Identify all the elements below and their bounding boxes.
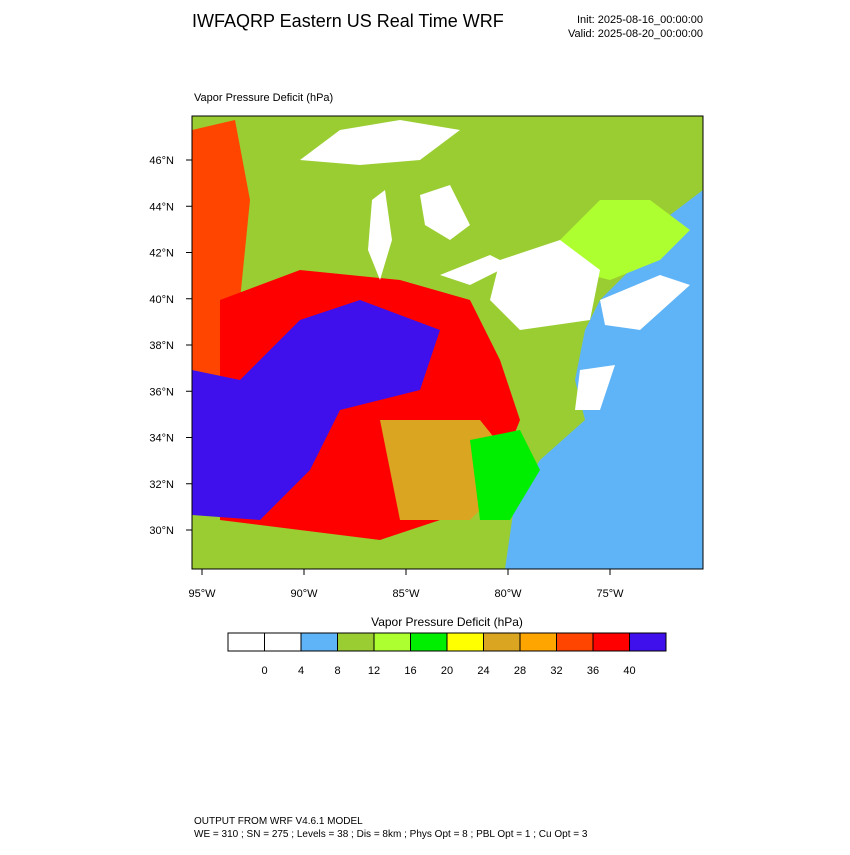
colorbar-box: [556, 632, 594, 652]
offshore-low: [600, 275, 690, 330]
lat-label: 34°N: [149, 433, 174, 445]
colorbar-box: [592, 632, 630, 652]
lake-erie: [440, 255, 510, 285]
map: [191, 115, 704, 570]
lake-michigan: [368, 190, 392, 280]
footer-line: WE = 310 ; SN = 275 ; Levels = 38 ; Dis …: [194, 829, 588, 840]
colorbar-box: [629, 632, 667, 652]
lat-label: 44°N: [149, 201, 174, 213]
colorbar-label: 4: [298, 665, 304, 677]
lon-label: 80°W: [494, 588, 522, 600]
colorbar-label: 20: [441, 665, 453, 677]
coastal: [470, 430, 540, 520]
map-frame: [191, 115, 704, 570]
northeast: [560, 200, 690, 280]
lat-label: 32°N: [149, 479, 174, 491]
colorbar-box: [337, 632, 375, 652]
colorbar-label: 0: [261, 665, 267, 677]
colorbar-box: [227, 632, 265, 652]
lon-label: 75°W: [596, 588, 624, 600]
low-vpd: [490, 240, 600, 330]
field-label: Vapor Pressure Deficit (hPa): [194, 92, 333, 104]
lat-label: 46°N: [149, 155, 174, 167]
colorbar-title: Vapor Pressure Deficit (hPa): [371, 615, 523, 629]
map-labels: 46°N 44°N 42°N 40°N 38°N 36°N 34°N 32°N 30°N 95°W…: [149, 155, 624, 600]
colorbar-label: 28: [514, 665, 526, 677]
offshore-low: [575, 365, 615, 410]
lat-label: 36°N: [149, 386, 174, 398]
lat-label: 40°N: [149, 294, 174, 306]
colorbar-label: 12: [368, 665, 380, 677]
colorbar-box: [300, 632, 338, 652]
colorbar-label: 8: [334, 665, 340, 677]
lake-huron: [420, 185, 470, 240]
init-time: Init: 2025-08-16_00:00:00: [577, 14, 703, 26]
colorbar-box: [264, 632, 302, 652]
footer-line: OUTPUT FROM WRF V4.6.1 MODEL: [194, 816, 363, 827]
central-max: [192, 300, 440, 520]
colorbar: 0 4 8 12 16 20 24 28 32 36 40: [227, 632, 667, 677]
colorbar-box: [519, 632, 557, 652]
title: IWFAQRP Eastern US Real Time WRF: [192, 11, 504, 31]
colorbar-label: 16: [404, 665, 416, 677]
colorbar-box: [446, 632, 484, 652]
lake-superior: [300, 120, 460, 165]
lat-label: 38°N: [149, 340, 174, 352]
colorbar-box: [373, 632, 411, 652]
lon-label: 85°W: [392, 588, 420, 600]
lat-label: 30°N: [149, 525, 174, 537]
colorbar-label: 32: [550, 665, 562, 677]
colorbar-label: 24: [477, 665, 489, 677]
lat-label: 42°N: [149, 248, 174, 260]
colorbar-label: 36: [587, 665, 599, 677]
colorbar-box: [410, 632, 448, 652]
lon-label: 95°W: [188, 588, 216, 600]
valid-time: Valid: 2025-08-20_00:00:00: [568, 28, 703, 40]
colorbar-box: [483, 632, 521, 652]
lon-label: 90°W: [290, 588, 318, 600]
colorbar-label: 40: [623, 665, 635, 677]
